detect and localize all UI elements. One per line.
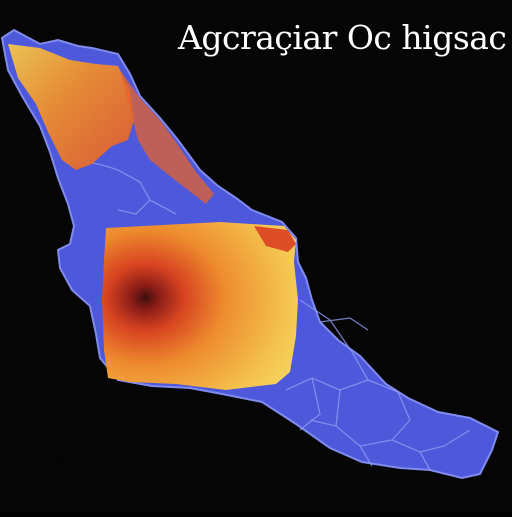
map-title: Agcraçiar Oc higsac	[178, 18, 507, 57]
